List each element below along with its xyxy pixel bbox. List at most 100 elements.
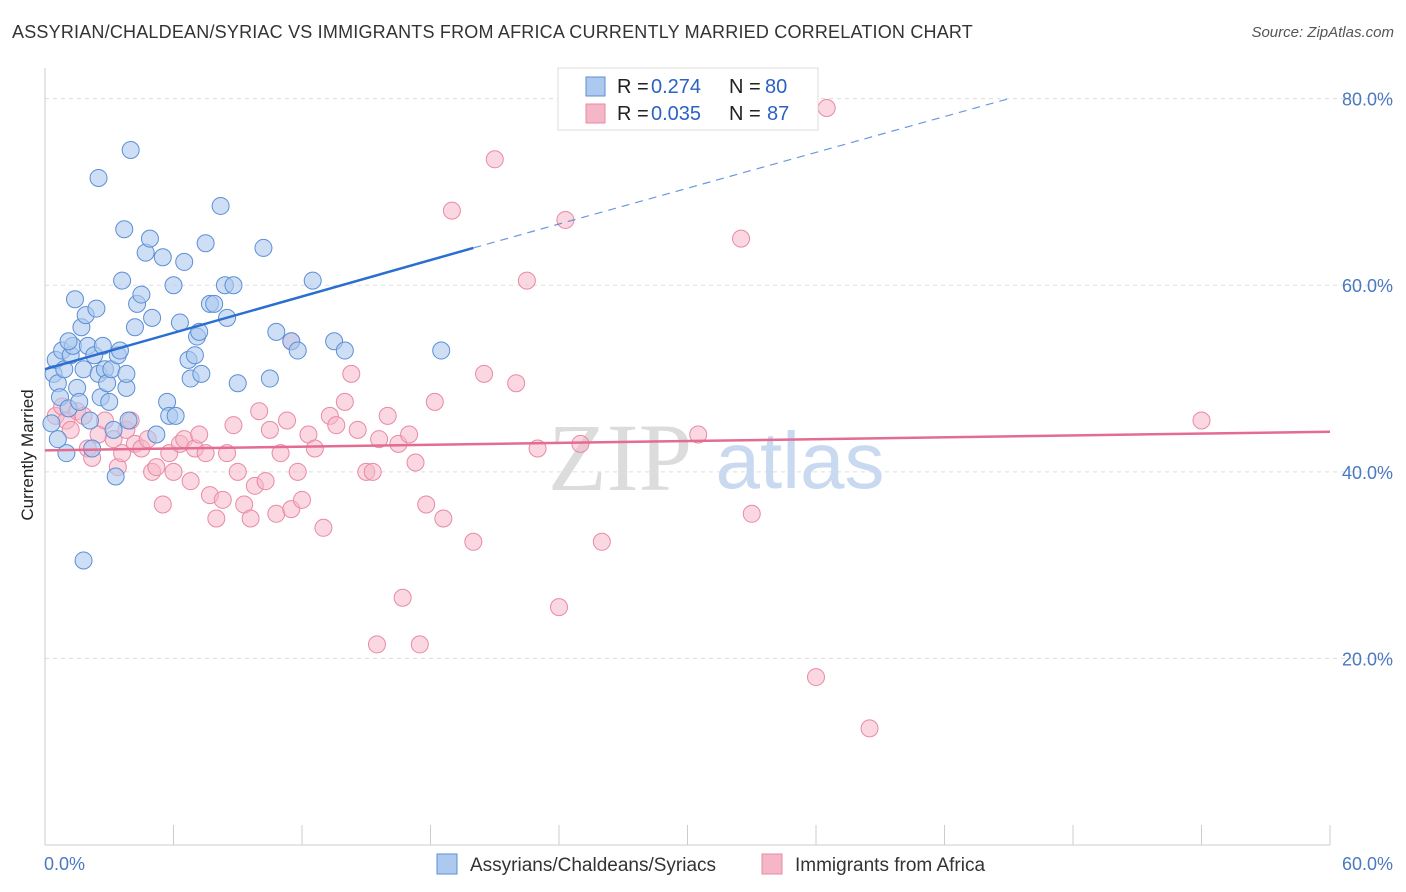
data-point-immigrants-from-africa [260, 420, 279, 439]
x-tick-label-min: 0.0% [44, 854, 85, 874]
trend-lines [44, 98, 1331, 452]
data-point-assyrians [267, 322, 286, 341]
data-point-assyrians [70, 392, 89, 411]
bottom-legend-swatch-pink [761, 853, 783, 875]
data-point-immigrants-from-africa [181, 472, 200, 491]
data-point-immigrants-from-africa [256, 472, 275, 491]
trend-line-assyrians [44, 246, 474, 371]
data-point-assyrians [74, 360, 93, 379]
data-point-assyrians [224, 276, 243, 295]
data-point-assyrians [260, 369, 279, 388]
data-point-assyrians [166, 406, 185, 425]
watermark: ZIP atlas [548, 404, 884, 511]
data-point-immigrants-from-africa [517, 271, 536, 290]
data-point-assyrians [432, 341, 451, 360]
data-point-assyrians [59, 332, 78, 351]
data-point-assyrians [335, 341, 354, 360]
data-point-immigrants-from-africa [305, 439, 324, 458]
data-point-immigrants-from-africa [288, 462, 307, 481]
data-point-assyrians [117, 364, 136, 383]
axes [44, 68, 1331, 846]
data-point-assyrians [89, 168, 108, 187]
data-point-immigrants-from-africa [1192, 411, 1211, 430]
data-point-immigrants-from-africa [153, 495, 172, 514]
legend-n-label-2: N = [729, 103, 761, 125]
y-tick-label: 20.0% [1342, 649, 1393, 669]
data-point-immigrants-from-africa [164, 462, 183, 481]
y-tick-label: 40.0% [1342, 463, 1393, 483]
data-point-immigrants-from-africa [742, 504, 761, 523]
data-point-immigrants-from-africa [732, 229, 751, 248]
y-tick-label: 60.0% [1342, 276, 1393, 296]
data-point-assyrians [87, 299, 106, 318]
data-point-assyrians [254, 238, 273, 257]
series-legend: Assyrians/Chaldeans/Syriacs Immigrants f… [436, 853, 985, 876]
data-point-assyrians [303, 271, 322, 290]
data-point-immigrants-from-africa [475, 364, 494, 383]
data-point-assyrians [113, 271, 132, 290]
legend-r-value-1: 0.274 [651, 76, 701, 98]
data-point-assyrians [80, 411, 99, 430]
data-point-immigrants-from-africa [363, 462, 382, 481]
data-point-assyrians [115, 220, 134, 239]
data-point-assyrians [153, 248, 172, 267]
data-point-assyrians [93, 336, 112, 355]
tick-labels: 20.0% 40.0% 60.0% 80.0% 0.0% 60.0% [44, 90, 1393, 874]
data-point-assyrians [100, 392, 119, 411]
data-point-assyrians [104, 420, 123, 439]
data-point-immigrants-from-africa [293, 490, 311, 509]
data-point-assyrians [48, 430, 67, 449]
legend-swatch-pink [585, 103, 606, 124]
data-point-immigrants-from-africa [267, 504, 286, 523]
data-point-assyrians [175, 252, 194, 271]
source-label: Source: ZipAtlas.com [1251, 24, 1394, 41]
data-point-immigrants-from-africa [689, 425, 708, 444]
data-point-immigrants-from-africa [190, 425, 209, 444]
bottom-legend-label-pink: Immigrants from Africa [795, 855, 985, 876]
legend-r-label-1: R = [617, 76, 649, 98]
data-point-immigrants-from-africa [314, 518, 333, 537]
data-point-immigrants-from-africa [271, 444, 290, 463]
watermark-zip: ZIP [548, 404, 692, 511]
data-point-immigrants-from-africa [807, 668, 825, 687]
legend-r-value-2: 0.035 [651, 103, 701, 125]
data-point-immigrants-from-africa [410, 635, 429, 654]
data-point-immigrants-from-africa [250, 402, 269, 421]
data-point-assyrians [205, 294, 224, 313]
bottom-legend-swatch-blue [436, 853, 458, 875]
data-point-assyrians [121, 140, 140, 159]
trend-line-immigrants-from-africa [44, 430, 1331, 452]
data-point-immigrants-from-africa [400, 425, 419, 444]
legend-n-value-2: 87 [767, 103, 789, 125]
data-point-immigrants-from-africa [817, 98, 836, 117]
data-point-immigrants-from-africa [442, 201, 461, 220]
y-tick-label: 80.0% [1342, 90, 1393, 110]
legend-swatch-blue [585, 76, 606, 97]
data-point-immigrants-from-africa [406, 453, 425, 472]
data-point-immigrants-from-africa [335, 392, 354, 411]
stats-legend: R = 0.274 N = 80 R = 0.035 N = 87 [557, 67, 819, 131]
data-point-immigrants-from-africa [278, 411, 297, 430]
data-point-immigrants-from-africa [507, 374, 526, 393]
grid-lines [45, 98, 1392, 659]
data-point-immigrants-from-africa [213, 490, 232, 509]
data-point-immigrants-from-africa [367, 635, 386, 654]
data-point-assyrians [164, 276, 183, 295]
data-point-immigrants-from-africa [550, 598, 568, 617]
bottom-legend-label-blue: Assyrians/Chaldeans/Syriacs [470, 855, 716, 876]
data-point-immigrants-from-africa [224, 416, 243, 435]
legend-r-label-2: R = [617, 103, 649, 125]
data-point-assyrians [143, 308, 162, 327]
data-point-immigrants-from-africa [464, 532, 483, 551]
series-assyrians [42, 140, 451, 570]
data-point-assyrians [106, 467, 125, 486]
data-point-immigrants-from-africa [417, 495, 436, 514]
trend-line-assyrians-projection [473, 98, 1009, 249]
data-point-immigrants-from-africa [228, 462, 247, 481]
data-point-immigrants-from-africa [378, 406, 397, 425]
data-point-assyrians [140, 229, 159, 248]
legend-n-label-1: N = [729, 76, 761, 98]
legend-n-value-1: 80 [765, 76, 787, 98]
data-point-immigrants-from-africa [241, 509, 260, 528]
